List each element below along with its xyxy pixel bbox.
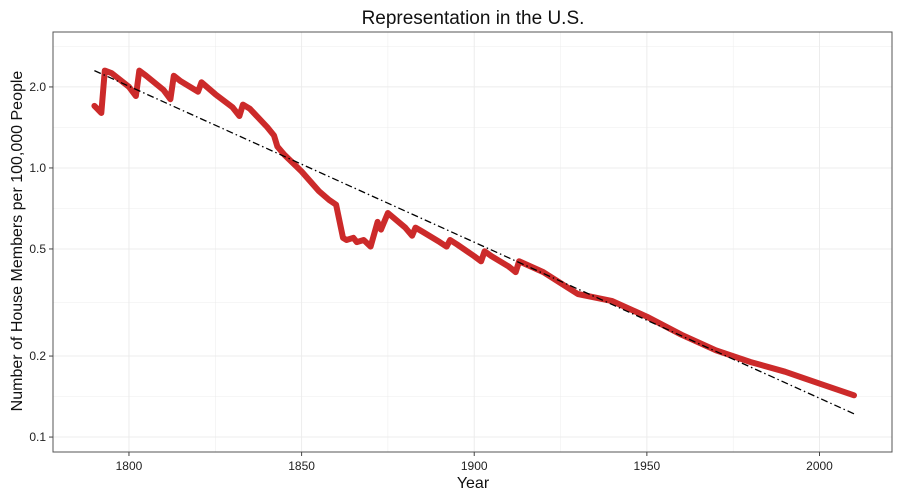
x-tick-label: 2000 (806, 459, 833, 473)
y-axis-title: Number of House Members per 100,000 Peop… (9, 71, 26, 412)
y-tick-label: 0.2 (29, 349, 46, 363)
grid-minor (53, 32, 892, 452)
panel-border (52, 31, 893, 453)
x-tick-label: 1900 (461, 459, 488, 473)
y-tick-label: 1.0 (29, 161, 46, 175)
y-tick-label: 0.1 (29, 430, 46, 444)
x-tick-label: 1950 (634, 459, 661, 473)
x-axis: 1800 1850 1900 1950 2000 (116, 452, 833, 473)
x-tick-label: 1850 (288, 459, 315, 473)
y-axis: 0.1 0.2 0.5 1.0 2.0 (29, 80, 53, 444)
y-tick-label: 2.0 (29, 80, 46, 94)
series-layer (91, 67, 857, 415)
x-tick-label: 1800 (116, 459, 143, 473)
series-line (91, 67, 857, 399)
x-axis-title: Year (457, 475, 490, 492)
chart-title: Representation in the U.S. (362, 8, 585, 29)
y-tick-label: 0.5 (29, 242, 46, 256)
trend-line (94, 70, 855, 415)
